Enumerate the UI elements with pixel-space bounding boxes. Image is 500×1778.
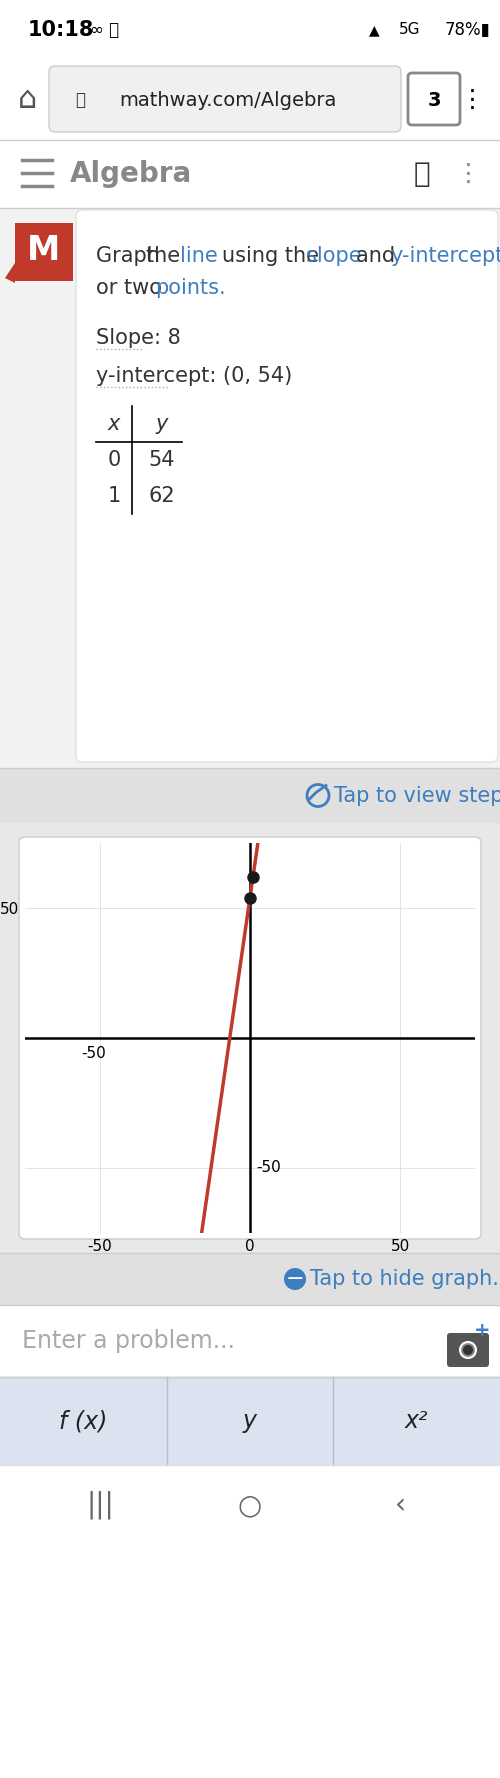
FancyBboxPatch shape <box>408 73 460 124</box>
Bar <box>0 208 500 768</box>
Bar <box>0 1305 500 1376</box>
Bar <box>0 1376 500 1465</box>
Text: Tap to hide graph...: Tap to hide graph... <box>310 1269 500 1289</box>
Text: ○: ○ <box>238 1492 262 1518</box>
Circle shape <box>460 1342 476 1358</box>
Bar <box>0 0 500 60</box>
Circle shape <box>463 1344 473 1355</box>
FancyBboxPatch shape <box>76 210 498 763</box>
Text: y-intercept: (0, 54): y-intercept: (0, 54) <box>96 366 292 386</box>
Text: or two: or two <box>96 277 168 299</box>
Text: 5G: 5G <box>398 23 420 37</box>
Text: y: y <box>243 1408 257 1433</box>
Text: 0: 0 <box>108 450 120 469</box>
Text: the: the <box>146 245 187 267</box>
Text: ‹: ‹ <box>394 1492 406 1518</box>
Text: |||: ||| <box>86 1490 114 1518</box>
Text: Tap to view steps...: Tap to view steps... <box>334 786 500 805</box>
Text: Graph: Graph <box>96 245 166 267</box>
Text: y: y <box>156 414 168 434</box>
Circle shape <box>284 1268 306 1291</box>
Bar <box>0 768 500 823</box>
Text: using the: using the <box>222 245 326 267</box>
Text: 3: 3 <box>427 91 441 110</box>
Text: 1: 1 <box>108 485 120 507</box>
Bar <box>0 1545 500 1778</box>
FancyBboxPatch shape <box>49 66 401 132</box>
Text: -50: -50 <box>82 1045 106 1061</box>
Text: M: M <box>28 233 60 267</box>
Text: ⋮: ⋮ <box>456 162 480 187</box>
Bar <box>0 823 500 1253</box>
Text: Slope: 8: Slope: 8 <box>96 327 181 348</box>
Text: −: − <box>286 1269 304 1289</box>
Text: y-intercept,: y-intercept, <box>390 245 500 267</box>
Text: x²: x² <box>405 1408 428 1433</box>
Text: ∞ 🖼: ∞ 🖼 <box>90 21 119 39</box>
Text: f (x): f (x) <box>59 1408 108 1433</box>
Text: -50: -50 <box>256 1161 281 1175</box>
Bar <box>0 1253 500 1305</box>
Text: ▲: ▲ <box>370 23 380 37</box>
Text: Algebra: Algebra <box>70 160 192 188</box>
Text: slope: slope <box>306 245 368 267</box>
Text: x: x <box>108 414 120 434</box>
Text: 78%▮: 78%▮ <box>444 21 490 39</box>
Text: Enter a problem...: Enter a problem... <box>22 1328 235 1353</box>
Polygon shape <box>5 263 15 283</box>
Text: 10:18: 10:18 <box>28 20 94 39</box>
Text: 👤: 👤 <box>414 160 430 188</box>
Text: +: + <box>474 1321 490 1341</box>
Text: ⌂: ⌂ <box>18 85 38 114</box>
Bar <box>0 140 500 208</box>
Text: 62: 62 <box>148 485 176 507</box>
Text: line: line <box>180 245 224 267</box>
FancyBboxPatch shape <box>447 1334 489 1367</box>
Bar <box>0 60 500 140</box>
FancyBboxPatch shape <box>19 837 481 1239</box>
Bar <box>15 222 73 281</box>
Text: points.: points. <box>155 277 226 299</box>
Text: mathway.com/Algebra: mathway.com/Algebra <box>120 91 336 110</box>
Text: 54: 54 <box>149 450 176 469</box>
Text: 🔒: 🔒 <box>75 91 85 108</box>
Text: and: and <box>356 245 402 267</box>
Bar <box>0 1465 500 1545</box>
Text: ⋮: ⋮ <box>460 87 484 112</box>
